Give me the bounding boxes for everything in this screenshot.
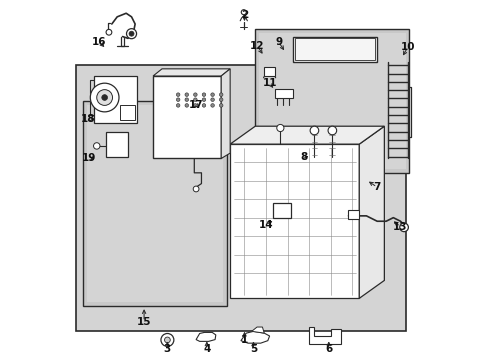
Text: 3: 3 [163, 344, 171, 354]
Polygon shape [308, 327, 341, 344]
Circle shape [184, 93, 188, 96]
Circle shape [327, 126, 336, 135]
Polygon shape [153, 69, 230, 76]
Circle shape [106, 30, 112, 35]
Polygon shape [359, 126, 384, 298]
Circle shape [399, 223, 407, 231]
Circle shape [193, 104, 197, 107]
Bar [86, 105, 223, 302]
Circle shape [202, 93, 205, 96]
Circle shape [97, 90, 112, 105]
Circle shape [129, 31, 134, 36]
Bar [172, 89, 224, 110]
Text: 8: 8 [300, 152, 306, 162]
Polygon shape [251, 327, 264, 333]
Circle shape [241, 10, 246, 15]
Text: 4: 4 [203, 344, 210, 354]
Circle shape [161, 333, 174, 346]
Circle shape [176, 98, 180, 102]
Polygon shape [294, 39, 375, 60]
Text: 7: 7 [373, 182, 380, 192]
Circle shape [219, 93, 223, 96]
Text: 13: 13 [392, 222, 407, 231]
Text: 10: 10 [400, 42, 414, 52]
Circle shape [90, 83, 119, 112]
Circle shape [210, 104, 214, 107]
Polygon shape [230, 144, 359, 298]
Circle shape [176, 104, 180, 107]
Circle shape [184, 104, 188, 107]
Circle shape [164, 337, 170, 343]
Bar [106, 132, 128, 157]
Bar [76, 65, 405, 330]
Circle shape [102, 95, 107, 100]
Circle shape [176, 93, 180, 96]
Text: 19: 19 [81, 153, 96, 163]
Polygon shape [274, 89, 292, 98]
Polygon shape [221, 69, 230, 158]
Circle shape [219, 98, 223, 102]
Bar [78, 67, 403, 329]
Polygon shape [292, 37, 376, 62]
Text: 1: 1 [241, 334, 247, 345]
Text: 2: 2 [241, 10, 247, 20]
Text: 12: 12 [249, 41, 264, 50]
Polygon shape [230, 126, 384, 144]
Circle shape [309, 126, 318, 135]
Polygon shape [264, 67, 274, 76]
Bar [273, 203, 290, 218]
Text: 14: 14 [258, 220, 273, 230]
Circle shape [93, 143, 100, 149]
Circle shape [210, 98, 214, 102]
Polygon shape [196, 332, 215, 341]
Circle shape [193, 186, 199, 192]
Text: 11: 11 [262, 78, 276, 88]
Text: 17: 17 [188, 100, 203, 110]
Text: 5: 5 [249, 344, 257, 354]
Text: 15: 15 [137, 317, 151, 327]
Text: 18: 18 [81, 114, 96, 124]
Text: 16: 16 [92, 37, 106, 47]
Bar [258, 33, 405, 169]
Text: 6: 6 [325, 344, 332, 354]
Bar [120, 105, 135, 120]
Bar [348, 211, 359, 220]
Polygon shape [94, 76, 137, 123]
Text: 9: 9 [274, 37, 282, 47]
Circle shape [193, 93, 197, 96]
Polygon shape [241, 331, 269, 343]
Circle shape [276, 125, 284, 132]
Circle shape [219, 104, 223, 107]
Bar [255, 30, 408, 173]
Circle shape [202, 104, 205, 107]
Circle shape [193, 98, 197, 102]
Bar [83, 101, 226, 306]
Circle shape [184, 98, 188, 102]
Circle shape [126, 29, 136, 39]
Circle shape [210, 93, 214, 96]
Polygon shape [153, 76, 221, 158]
Circle shape [202, 98, 205, 102]
